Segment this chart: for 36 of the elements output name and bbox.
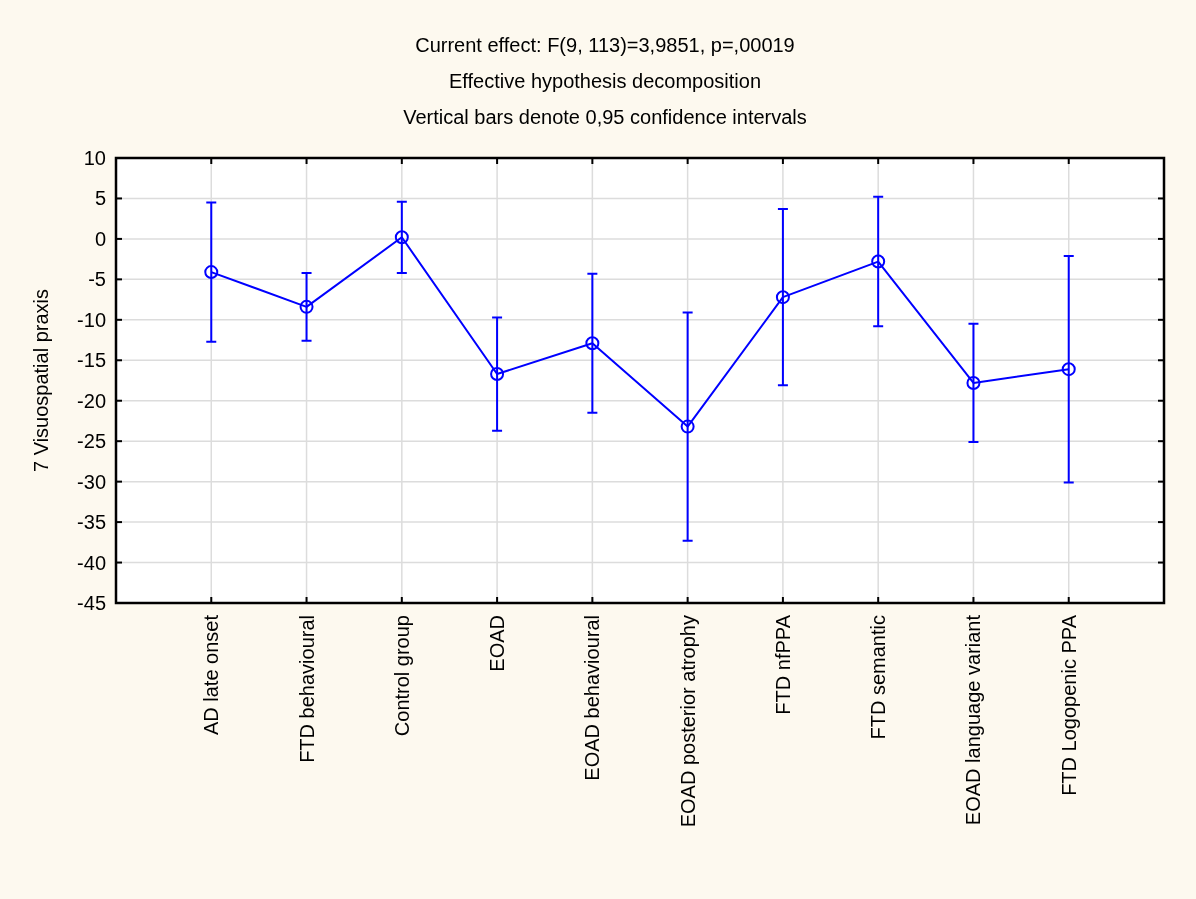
x-tick-label: AD late onset (200, 614, 223, 736)
chart-title: Current effect: F(9, 113)=3,9851, p=,00019 (415, 34, 795, 56)
point (204, 265, 219, 280)
chart-subtitle: Effective hypothesis decomposition (448, 70, 762, 92)
point (490, 367, 505, 382)
point (585, 336, 600, 351)
y-tick-label: 5 (94, 187, 106, 210)
point (1061, 362, 1076, 377)
x-tick-label: EOAD behavioural (581, 615, 604, 781)
point (966, 375, 981, 390)
y-tick-label: -45 (77, 592, 106, 614)
x-tick-label: EOAD (486, 615, 509, 672)
y-tick-label: -20 (77, 389, 106, 412)
y-tick-label: -5 (88, 268, 106, 291)
y-axis-title: 7 Visuospatial praxis (30, 288, 52, 473)
point (775, 290, 790, 305)
x-tick-label: EOAD language variant (962, 614, 985, 826)
x-tick-label: FTD nfPPA (771, 614, 794, 715)
point (871, 254, 886, 269)
y-tick-label: -10 (77, 308, 106, 331)
x-tick-label: FTD Logopenic PPA (1057, 614, 1080, 796)
y-tick-label: -35 (77, 511, 106, 534)
y-tick-label: -15 (77, 349, 106, 372)
x-tick-label: FTD semantic (867, 615, 890, 740)
point (394, 230, 409, 245)
y-tick-label: -30 (77, 470, 106, 493)
point (299, 299, 314, 314)
y-tick-label: 0 (94, 227, 106, 250)
y-tick-label: -40 (77, 551, 106, 574)
text: Vertical bars denote 0,95 confidence intervals (403, 106, 807, 128)
y-tick-label: -25 (77, 430, 106, 453)
point (680, 419, 695, 434)
x-tick-label: Control group (390, 615, 413, 737)
x-tick-label: EOAD posterior atrophy (676, 615, 699, 828)
y-tick-label: 10 (83, 147, 106, 169)
x-tick-label: FTD behavioural (295, 615, 318, 763)
